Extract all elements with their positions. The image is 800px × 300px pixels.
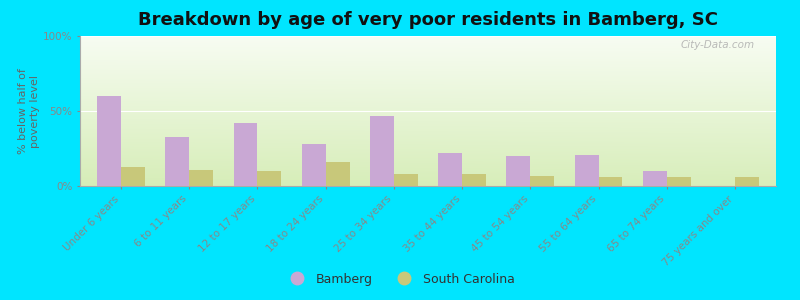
Bar [735,177,759,186]
Title: Breakdown by age of very poor residents in Bamberg, SC: Breakdown by age of very poor residents … [138,11,718,29]
Bar [302,144,326,186]
Y-axis label: % below half of
poverty level: % below half of poverty level [18,68,40,154]
Bar [667,177,690,186]
Bar [189,169,213,186]
Legend: Bamberg, South Carolina: Bamberg, South Carolina [280,268,520,291]
Bar [370,116,394,186]
Bar [598,177,622,186]
Text: City-Data.com: City-Data.com [681,40,755,50]
Bar [394,174,418,186]
Bar [258,171,282,186]
Bar [438,153,462,186]
Bar [574,154,598,186]
Bar [234,123,258,186]
Bar [462,174,486,186]
Bar [530,176,554,186]
Bar [506,156,530,186]
Bar [121,167,145,186]
Bar [166,136,189,186]
Bar [643,171,667,186]
Bar [97,96,121,186]
Bar [326,162,350,186]
